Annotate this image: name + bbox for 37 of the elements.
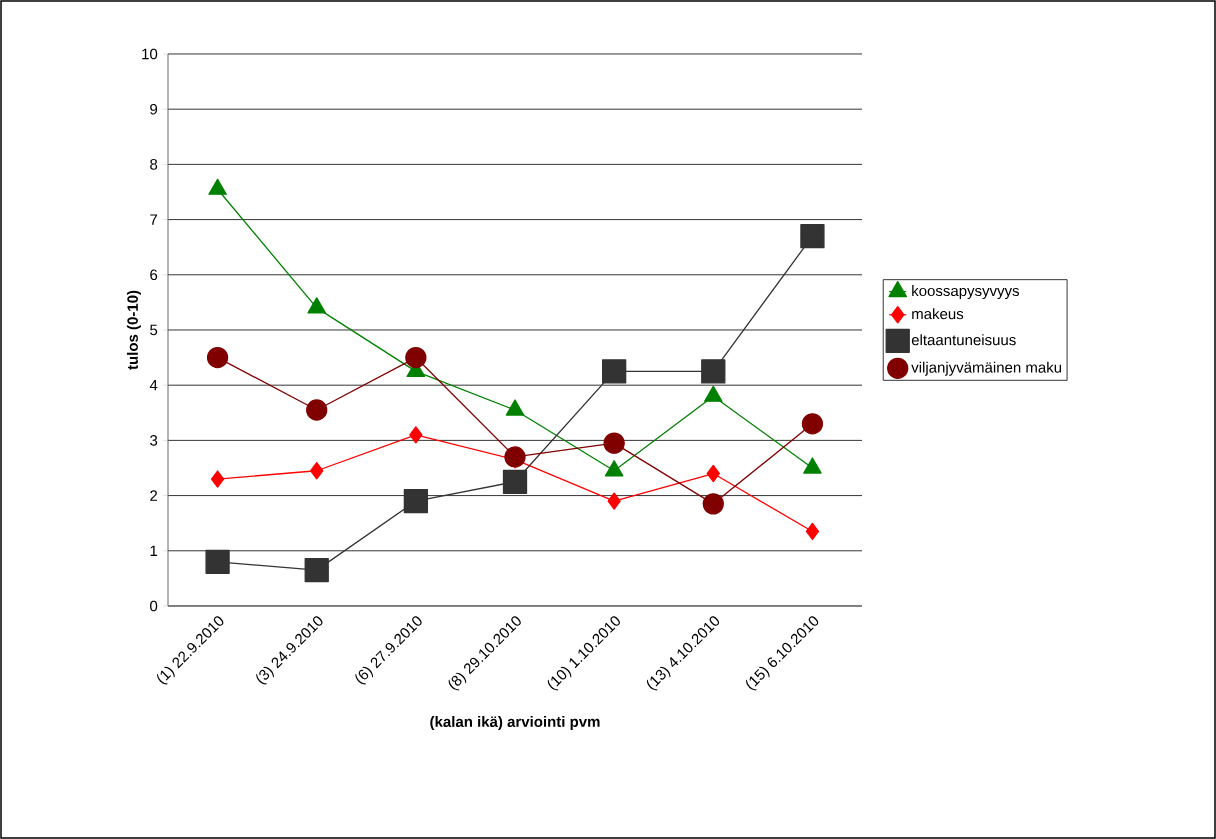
point [706,464,720,483]
point [801,413,824,435]
y-tick-label: 6 [150,269,158,281]
y-tick-label: 7 [150,214,158,225]
point [310,462,324,480]
legend-label: koossapysyvyys [912,285,1020,300]
point [603,432,625,454]
point [405,346,427,369]
point [702,493,724,515]
point [409,426,423,444]
y-tick-label: 9 [150,103,158,115]
point [504,446,526,468]
y-tick-label: 5 [150,324,158,336]
x-axis-title: (kalan ikä) arviointi pvm [430,715,600,730]
y-axis-title: tulos (0-10) [126,290,141,370]
point [205,549,230,574]
point [304,557,329,583]
point [403,488,429,514]
point [800,223,825,249]
y-tick-label: 4 [149,380,158,391]
point [502,469,528,494]
y-tick-label: 8 [150,159,158,170]
point [306,399,328,421]
point [210,470,225,488]
legend-label: eltaantuneisuus [911,334,1016,346]
point [206,346,229,369]
y-tick-label: 10 [142,48,158,60]
point [701,359,726,384]
point [602,359,627,384]
y-tick-label: 2 [150,490,158,501]
point [805,522,820,541]
y-tick-label: 1 [150,545,158,556]
y-tick-label: 0 [150,600,158,612]
point [607,492,621,510]
legend-label: makeus [912,308,964,320]
legend-label: viljanjyvämäinen maku [911,361,1062,376]
y-tick-label: 3 [150,435,158,446]
